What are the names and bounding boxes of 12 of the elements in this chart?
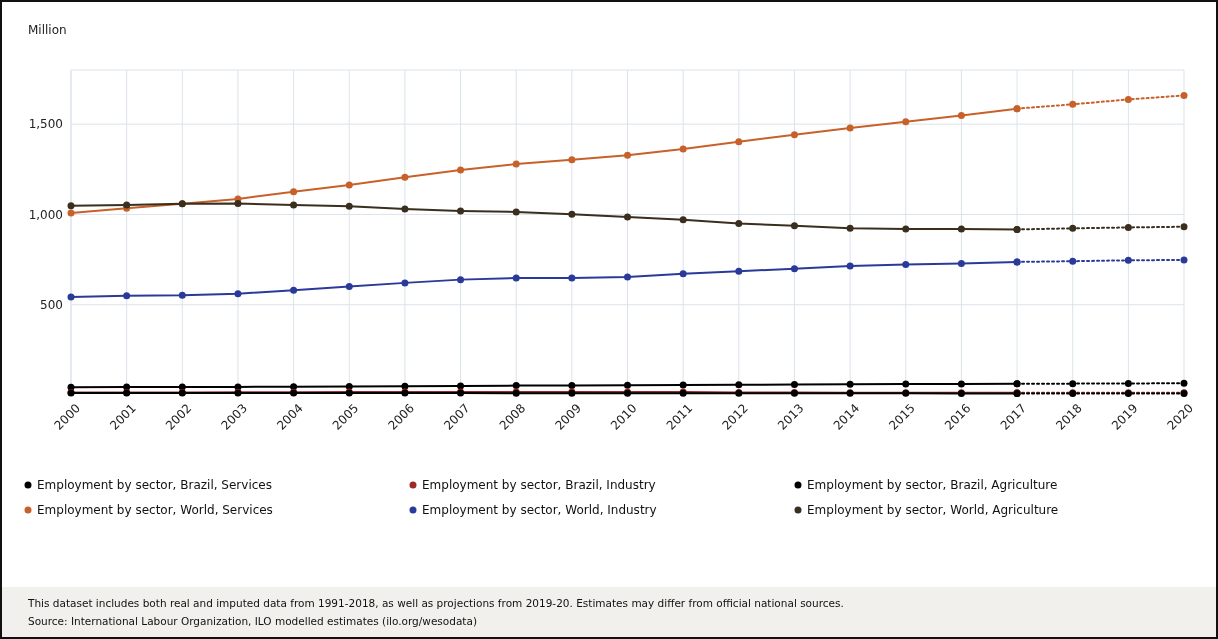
y-tick-label: 1,000 [28, 207, 63, 222]
source-note: Source: International Labour Organization, ILO modelled estimates (ilo.org/wesodata) [28, 615, 477, 627]
legend-label: Employment by sector, World, Industry [422, 503, 657, 518]
text: This dataset includes both real and imputed data from 1991-2018, as well as projections from 2019-20. Estimates may differ from official national sources. [27, 597, 844, 609]
y-tick-label: 1,500 [28, 117, 63, 132]
legend-label: Employment by sector, World, Agriculture [807, 503, 1059, 518]
legend-label: Employment by sector, World, Services [37, 503, 273, 518]
y-axis-title: Million [28, 23, 67, 37]
legend-label: Employment by sector, Brazil, Agriculture [807, 478, 1058, 493]
legend-label: Employment by sector, Brazil, Services [37, 478, 272, 493]
legend-label: Employment by sector, Brazil, Industry [422, 478, 656, 493]
y-tick-label: 500 [40, 297, 63, 312]
